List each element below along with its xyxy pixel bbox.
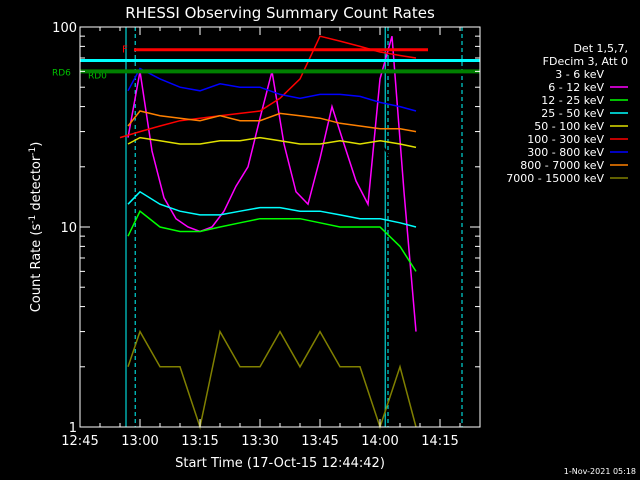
x-tick-label-5: 14:00 [361,434,398,449]
annotation-label-rd6: RD6 [52,68,71,78]
legend-label-8: 7000 - 15000 keV [506,172,604,185]
footer-timestamp: 1-Nov-2021 05:18 [564,467,636,476]
legend-header-line-1: Det 1,5,7, [573,42,628,55]
legend-label-0: 3 - 6 keV [555,68,604,81]
series-line-6 [127,67,417,112]
legend-label-4: 50 - 100 keV [534,120,604,133]
y-axis-label-main: Count Rate (s [29,224,44,313]
y-axis-label: Count Rate (s-1 detector-1) [28,142,44,313]
x-tick-label-3: 13:30 [241,434,278,449]
series-line-2 [127,210,417,272]
y-tick-label-0: 1 [69,421,77,436]
y-axis-label-sup2: -1 [28,147,38,156]
x-tick-label-4: 13:45 [301,434,338,449]
annotation-lines: RD0 RD6 F [52,45,480,81]
series-line-0 [127,101,416,177]
chart-title: RHESSI Observing Summary Count Rates [125,4,435,22]
y-tick-label-2: 100 [52,21,77,36]
x-tick-label-0: 12:45 [61,434,98,449]
series-line-4 [127,136,417,149]
legend-label-6: 300 - 800 keV [527,146,604,159]
series-line-1 [127,35,417,332]
x-tick-label-1: 13:00 [121,434,158,449]
y-axis-label-mid: detector [29,155,44,215]
series-line-7 [127,110,417,133]
plot-frame [79,26,481,428]
plot-area: RD0 RD6 F [52,27,480,430]
y-axis-label-sup: -1 [28,215,38,224]
x-axis-label: Start Time (17-Oct-15 12:44:42) [175,456,385,471]
series-line-8 [127,329,417,430]
series-line-3 [127,190,417,228]
series-lines [119,35,417,430]
x-tick-label-2: 13:15 [181,434,218,449]
legend-label-2: 12 - 25 keV [541,94,604,107]
y-tick-label-1: 10 [60,221,77,236]
x-tick-label-6: 14:15 [421,434,458,449]
legend-label-3: 25 - 50 keV [541,107,604,120]
legend-header-line-2: FDecim 3, Att 0 [543,55,628,68]
annotation-label-f: F [122,45,128,56]
y-axis-ticks: 1 10 100 [52,21,480,436]
vertical-markers [125,27,463,427]
x-axis-ticks: 12:45 13:00 13:15 13:30 13:45 14:00 14:15 [61,27,461,449]
y-axis-label-end: ) [29,142,44,147]
legend-label-1: 6 - 12 keV [548,81,604,94]
annotation-label-rd0: RD0 [88,71,107,81]
legend-label-5: 100 - 300 keV [527,133,604,146]
legend-label-7: 800 - 7000 keV [520,159,604,172]
